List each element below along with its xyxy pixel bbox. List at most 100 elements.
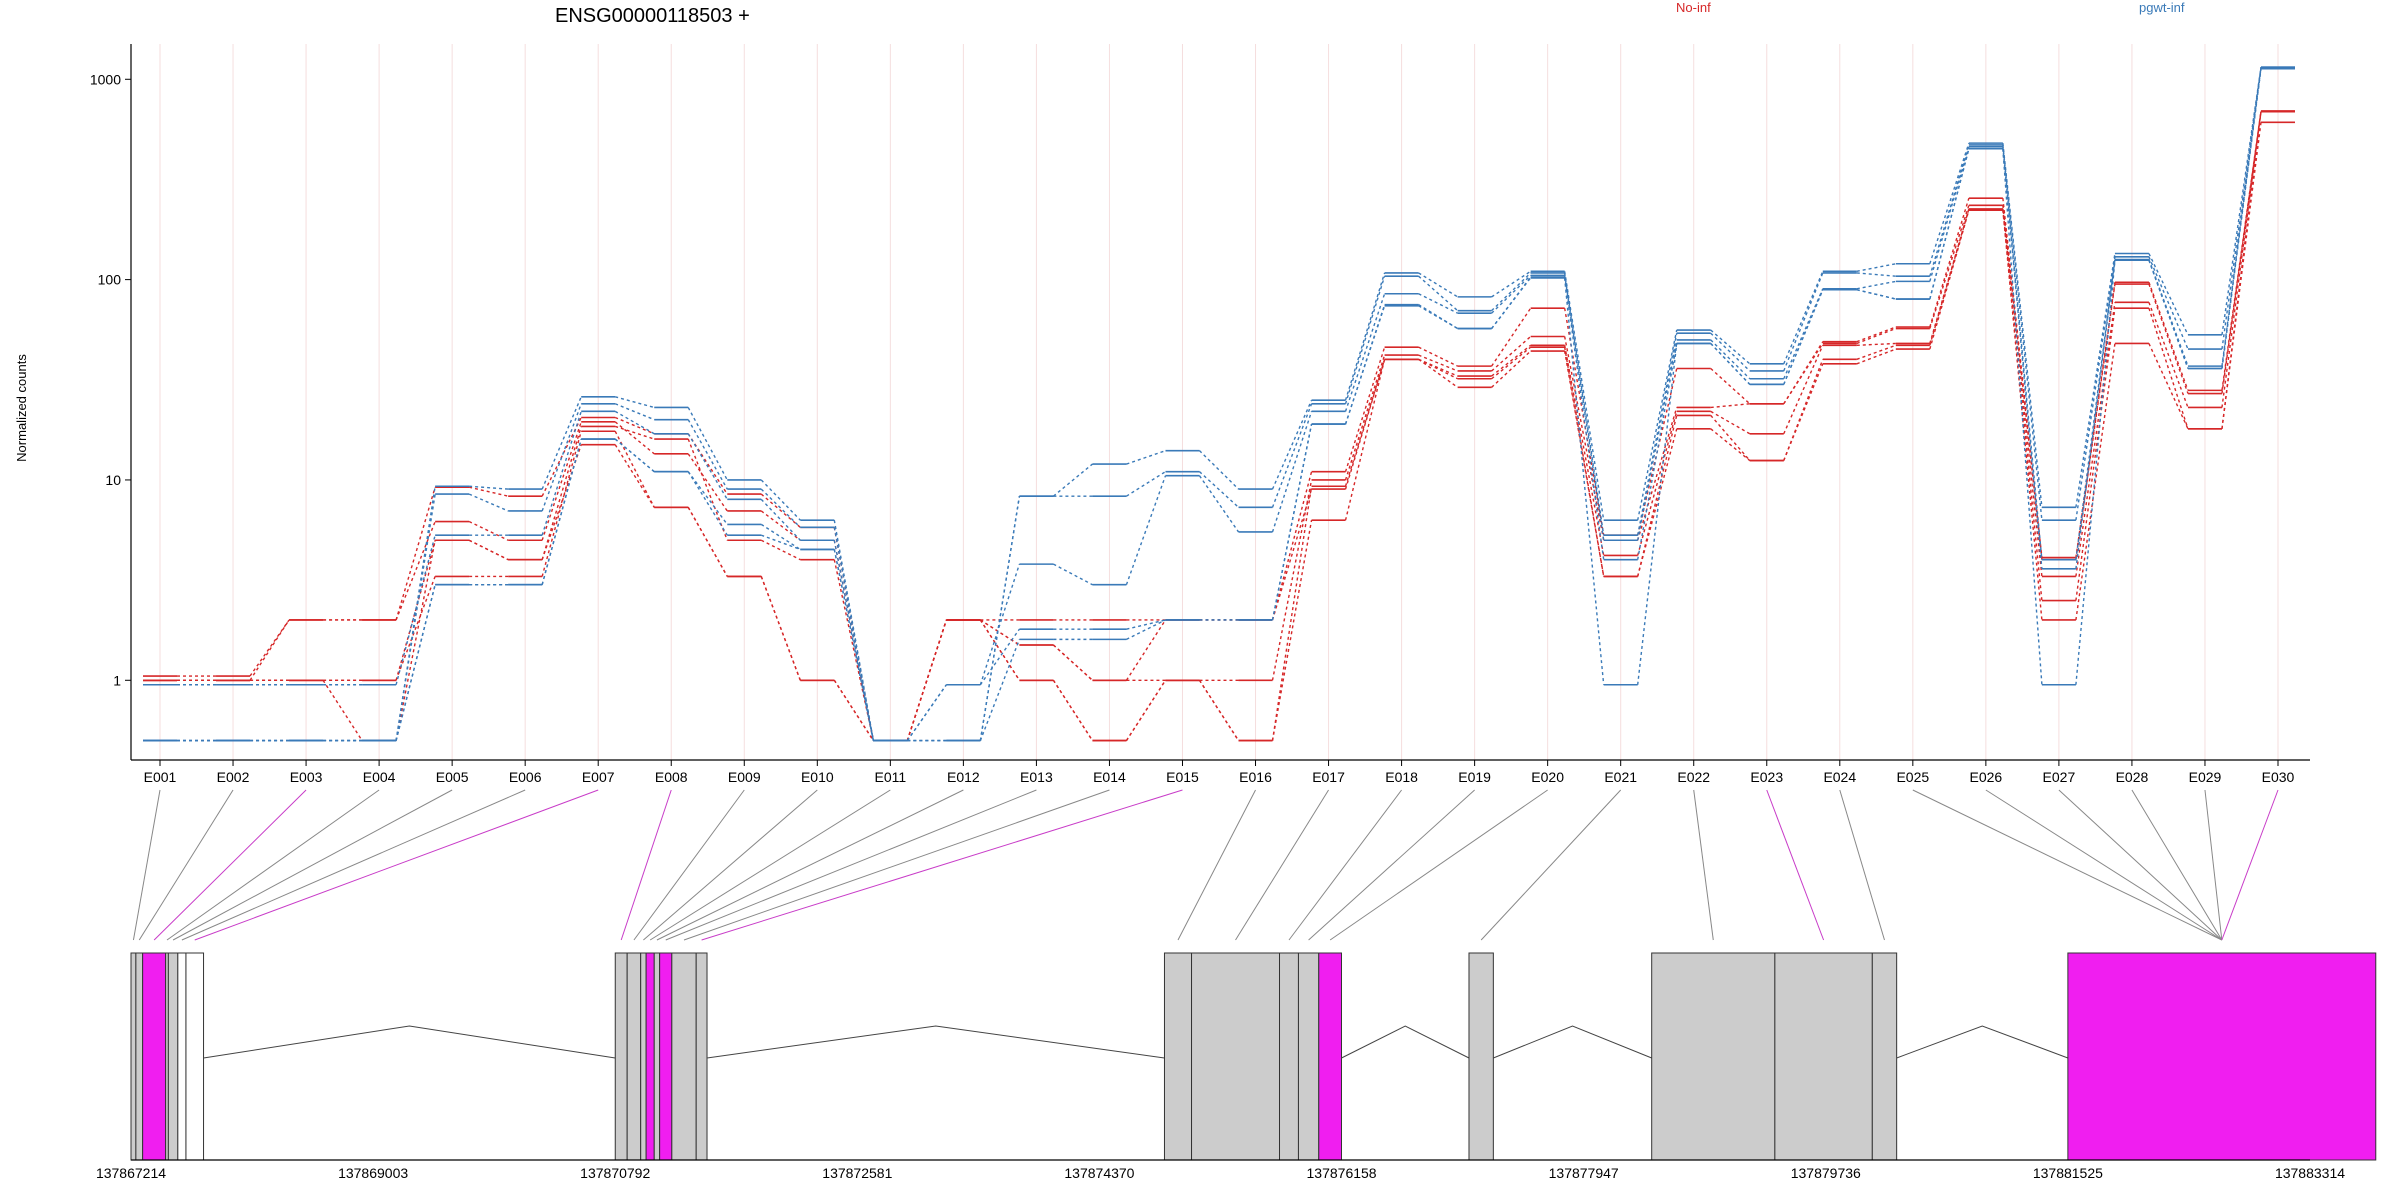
series-connector <box>906 619 948 741</box>
exon-box <box>142 952 167 1161</box>
exon-box <box>1191 952 1281 1161</box>
series-connector <box>1637 428 1678 577</box>
series-connector <box>1710 329 1751 365</box>
series-connector <box>2002 148 2043 569</box>
x-tick-label: E020 <box>1531 769 1564 785</box>
exon-link <box>633 789 745 941</box>
series-7 <box>143 67 2295 742</box>
series-connector <box>395 576 436 681</box>
series-connector <box>760 539 801 561</box>
x-tick-label: E014 <box>1093 769 1126 785</box>
series-connector <box>1856 289 1896 300</box>
exon-box <box>695 952 708 1161</box>
series-connector <box>1271 403 1313 508</box>
exon-box <box>1871 952 1898 1161</box>
series-6 <box>143 66 2295 742</box>
series-connector <box>1271 411 1313 533</box>
coordinate-label: 137870792 <box>580 1165 650 1181</box>
series-connector <box>2075 260 2116 685</box>
series-connector <box>541 438 582 585</box>
series-connector <box>1710 428 1751 462</box>
series-connector <box>1563 345 1605 556</box>
exon-box <box>645 952 655 1161</box>
series-connector <box>760 576 801 681</box>
series-connector <box>2148 253 2189 336</box>
series-connector <box>614 403 655 421</box>
series-4 <box>143 121 2295 742</box>
intron-line <box>1493 1025 1652 1059</box>
legend-item-pgwt-inf: pgwt-inf <box>2139 0 2185 15</box>
series-connector <box>395 584 436 741</box>
series-connector <box>1563 350 1605 577</box>
series-connector <box>2075 256 2116 521</box>
series-connector <box>1198 679 1240 741</box>
series-connector <box>979 628 1020 686</box>
series-connector <box>1783 363 1824 461</box>
series-connector <box>2075 308 2116 601</box>
series-connector <box>687 407 728 481</box>
series-connector <box>1783 359 1824 461</box>
series-connector <box>2002 148 2043 685</box>
x-tick-label: E013 <box>1020 769 1053 785</box>
series-connector <box>2221 111 2262 429</box>
coordinate-label: 137879736 <box>1791 1165 1861 1181</box>
series-connector <box>687 471 728 536</box>
series-connector <box>979 619 1021 681</box>
series-connector <box>979 496 1021 741</box>
exon-link <box>194 789 599 941</box>
exon-link <box>2131 789 2223 941</box>
series-connector <box>1271 423 1313 621</box>
exon-link <box>153 789 307 941</box>
series-connector <box>1125 475 1167 585</box>
coordinate-label: 137883314 <box>2275 1165 2345 1181</box>
exon-link <box>656 789 964 941</box>
series-connector <box>1856 280 1896 290</box>
exon-link <box>172 789 453 941</box>
coordinate-label: 137881525 <box>2033 1165 2103 1181</box>
series-connector <box>1491 272 1532 312</box>
coordinate-label: 137877947 <box>1549 1165 1619 1181</box>
series-connector <box>1271 488 1313 621</box>
series-connector <box>1783 288 1824 380</box>
series-connector <box>468 493 509 512</box>
series-9 <box>143 67 2295 742</box>
series-connector <box>2148 307 2189 430</box>
series-connector <box>833 559 875 741</box>
series-connector <box>1929 197 1970 328</box>
exon-box <box>1279 952 1299 1161</box>
x-tick-label: E025 <box>1896 769 1929 785</box>
series-connector <box>687 506 728 577</box>
series-connector <box>760 479 801 521</box>
x-tick-label: E005 <box>436 769 469 785</box>
series-connector <box>614 430 655 508</box>
x-tick-label: E030 <box>2262 769 2295 785</box>
series-connector <box>1929 144 1970 277</box>
series-connector <box>2148 283 2189 394</box>
exon-box <box>1297 952 1320 1161</box>
exon-link <box>2204 789 2223 941</box>
series-connector <box>1710 332 1751 372</box>
series-connector <box>541 444 582 560</box>
series-connector <box>1783 345 1824 435</box>
series-connector <box>541 426 582 560</box>
series-connector <box>2148 282 2189 391</box>
exon-box <box>614 952 628 1161</box>
series-connector <box>1491 344 1532 377</box>
x-tick-label: E010 <box>801 769 834 785</box>
series-connector <box>2221 111 2262 408</box>
series-connector <box>1418 354 1458 372</box>
exon-box <box>130 952 137 1161</box>
series-connector <box>2148 256 2189 350</box>
series-connector <box>687 433 728 500</box>
series-connector <box>2002 143 2043 508</box>
series-connector <box>322 679 363 741</box>
series-connector <box>1637 407 1678 541</box>
series-connector <box>1710 414 1751 461</box>
exon-link <box>1839 789 1885 941</box>
series-connector <box>1125 619 1167 681</box>
series-connector <box>1344 359 1386 490</box>
series-connector <box>906 684 947 741</box>
series-connector <box>1271 479 1313 681</box>
series-connector <box>1710 403 1750 409</box>
